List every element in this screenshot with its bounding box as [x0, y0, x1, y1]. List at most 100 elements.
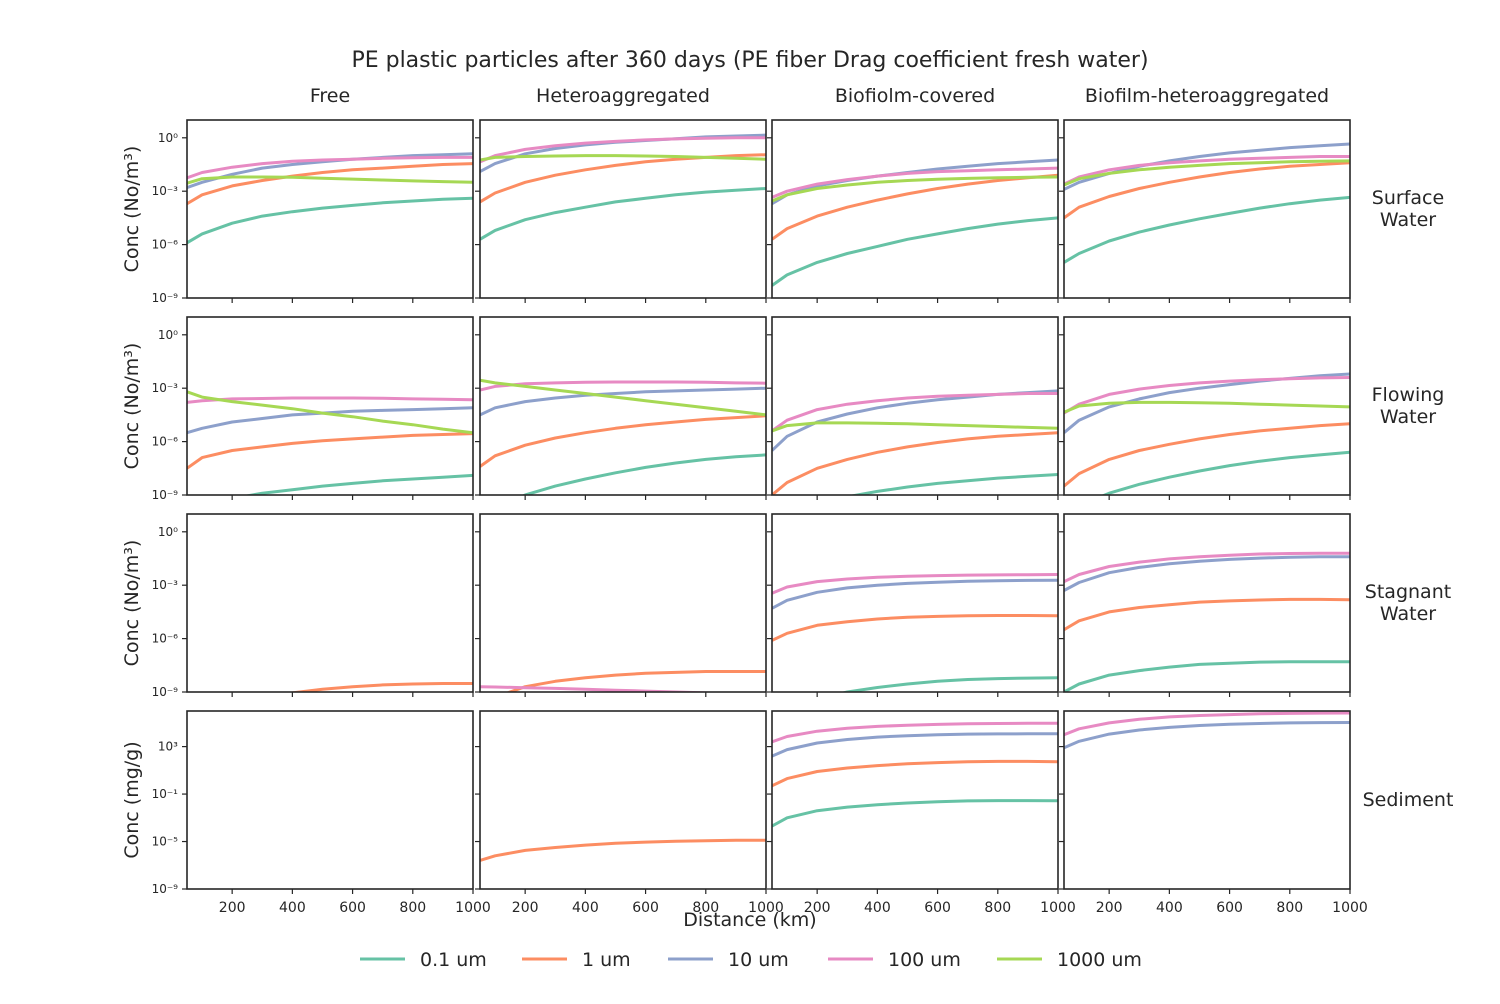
panel-frame [771, 513, 1059, 693]
x-tick-label: 600 [1216, 900, 1243, 916]
y-tick-label: 10⁻⁹ [152, 291, 179, 305]
series-line-1000-um [772, 175, 1058, 203]
legend-label: 1 um [582, 949, 631, 971]
series-line-0_1-um [187, 196, 473, 245]
series-line-1-um [480, 838, 766, 862]
series-line-1000-um [480, 154, 766, 162]
x-tick-label: 400 [1156, 900, 1183, 916]
row-title: Stagnant Water [1365, 581, 1451, 625]
x-tick-label: 1000 [455, 900, 491, 916]
y-tick-label: 10⁻³ [152, 578, 179, 592]
y-tick-label: 10⁻⁶ [152, 435, 179, 449]
panel-lines [1064, 551, 1350, 692]
column-title: Biofilm-heteroaggregated [1085, 85, 1329, 107]
panel-lines [480, 670, 766, 692]
series-line-1-um [772, 173, 1058, 241]
panel-lines [1064, 711, 1350, 750]
panel-lines [1064, 372, 1350, 495]
legend-label: 100 um [888, 949, 961, 971]
series-line-100-um [772, 721, 1058, 744]
series-line-100-um [1064, 711, 1350, 737]
series-line-10-um [187, 406, 473, 435]
y-tick-label: 10⁻³ [152, 184, 179, 198]
x-tick-label: 200 [512, 900, 539, 916]
y-tick-label: 10⁻⁶ [152, 238, 179, 252]
y-tick-label: 10³ [158, 740, 178, 754]
y-tick-label: 10⁰ [158, 328, 178, 342]
y-axis-label: Conc (mg/g) [121, 741, 143, 858]
series-line-100-um [480, 136, 766, 164]
legend-label: 10 um [728, 949, 789, 971]
column-title: Biofiolm-covered [835, 85, 995, 107]
column-title: Free [310, 85, 350, 107]
panel-frame [1063, 513, 1351, 693]
y-tick-label: 10⁻³ [152, 381, 179, 395]
x-tick-label: 400 [279, 900, 306, 916]
panel-grid: Free Heteroaggregated Biofiolm-covered Biof… [121, 85, 1453, 916]
y-axis-label: Conc (No/m³) [121, 146, 143, 273]
series-line-10-um [1064, 721, 1350, 750]
row-title: Flowing Water [1372, 384, 1445, 428]
row-title: Sediment [1363, 789, 1454, 811]
series-line-1-um [1064, 161, 1350, 220]
x-tick-label: 400 [572, 900, 599, 916]
x-tick-label: 600 [339, 900, 366, 916]
y-axis-label: Conc (No/m³) [121, 343, 143, 470]
series-line-1-um [480, 153, 766, 204]
series-line-1-um [772, 759, 1058, 788]
panel-lines [480, 378, 766, 495]
series-line-1-um [772, 614, 1058, 642]
series-line-1000-um [1064, 400, 1350, 414]
panel-frame [1063, 119, 1351, 299]
series-line-100-um [1064, 551, 1350, 583]
series-line-0_1-um [1064, 195, 1350, 264]
series-line-100-um [772, 573, 1058, 595]
series-line-1-um [288, 682, 473, 692]
series-line-1-um [187, 432, 473, 470]
panel-frame [1063, 316, 1351, 496]
panel-frame [186, 316, 474, 496]
column-title: Heteroaggregated [536, 85, 710, 107]
series-line-0_1-um [772, 799, 1058, 828]
series-line-1000-um [480, 378, 766, 417]
series-line-1-um [1064, 597, 1350, 631]
series-line-100-um [772, 166, 1058, 199]
panel-lines [772, 573, 1058, 692]
x-tick-label: 1000 [1040, 900, 1076, 916]
series-line-0_1-um [848, 473, 1058, 495]
series-line-0_1-um [840, 676, 1058, 692]
x-tick-label: 600 [924, 900, 951, 916]
chart-title: PE plastic particles after 360 days (PE … [351, 48, 1148, 73]
x-tick-label: 200 [219, 900, 246, 916]
y-tick-label: 10⁰ [158, 131, 178, 145]
series-line-0_1-um [243, 473, 473, 495]
x-tick-label: 800 [399, 900, 426, 916]
panel-frame [186, 119, 474, 299]
panel-frame [186, 710, 474, 890]
series-line-1-um [480, 414, 766, 468]
panel-lines [480, 133, 766, 241]
x-tick-label: 1000 [1332, 900, 1368, 916]
panel-frame [479, 119, 767, 299]
x-tick-label: 200 [804, 900, 831, 916]
y-tick-label: 10⁻¹ [152, 787, 179, 801]
panel-frame [1063, 710, 1351, 890]
series-line-10-um [772, 578, 1058, 610]
panel-frame [479, 316, 767, 496]
series-line-1-um [772, 431, 1058, 495]
panel-lines [288, 682, 473, 692]
series-line-0_1-um [1064, 660, 1350, 692]
panel-lines [187, 152, 473, 245]
series-line-0_1-um [480, 187, 766, 241]
x-tick-label: 400 [864, 900, 891, 916]
panel-frame [186, 513, 474, 693]
y-tick-label: 10⁻⁶ [152, 632, 179, 646]
series-line-1000-um [187, 175, 473, 185]
legend: 0.1 um 1 um 10 um 100 um 1000 um [360, 949, 1142, 971]
series-line-1-um [187, 162, 473, 205]
series-line-100-um [480, 685, 726, 692]
x-tick-label: 800 [1276, 900, 1303, 916]
panel-frame [771, 119, 1059, 299]
